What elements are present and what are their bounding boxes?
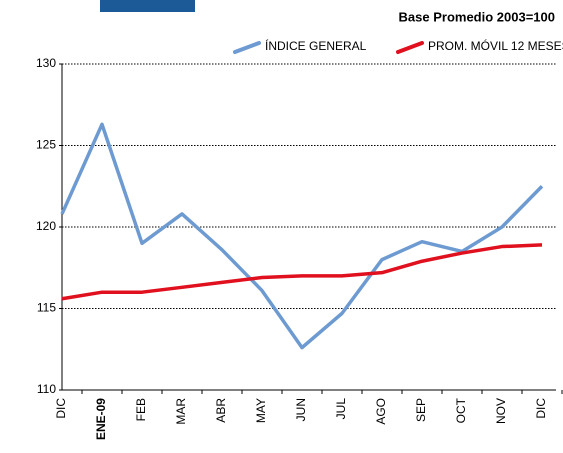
x-tick-label: SEP bbox=[414, 398, 428, 422]
y-tick-label: 110 bbox=[37, 382, 56, 396]
y-tick-label: 130 bbox=[36, 56, 56, 70]
x-tick-label: JUL bbox=[334, 398, 348, 420]
x-tick-label: JUN bbox=[294, 398, 308, 421]
y-tick-label: 125 bbox=[36, 138, 56, 152]
legend-label: ÍNDICE GENERAL bbox=[265, 38, 367, 53]
x-tick-label: DIC bbox=[534, 398, 548, 419]
x-tick-label: FEB bbox=[134, 398, 148, 421]
x-tick-label: DIC bbox=[54, 398, 68, 419]
y-tick-label: 120 bbox=[36, 219, 56, 233]
legend-swatch bbox=[233, 41, 261, 54]
chart-subtitle: Base Promedio 2003=100 bbox=[399, 9, 555, 24]
line-series bbox=[61, 243, 543, 301]
x-tick-label: MAY bbox=[254, 398, 268, 423]
header-bar bbox=[100, 0, 195, 12]
y-tick-label: 115 bbox=[37, 301, 56, 315]
x-tick-label: MAR bbox=[174, 398, 188, 425]
x-tick-label: OCT bbox=[454, 397, 468, 423]
line-series bbox=[60, 122, 544, 350]
x-tick-label: NOV bbox=[494, 398, 508, 424]
x-tick-label: AGO bbox=[374, 398, 388, 425]
x-tick-label: ABR bbox=[214, 398, 228, 423]
legend-swatch bbox=[396, 41, 424, 54]
x-tick-label: ENE-09 bbox=[94, 398, 108, 440]
legend-label: PROM. MÓVIL 12 MESES bbox=[428, 38, 563, 53]
